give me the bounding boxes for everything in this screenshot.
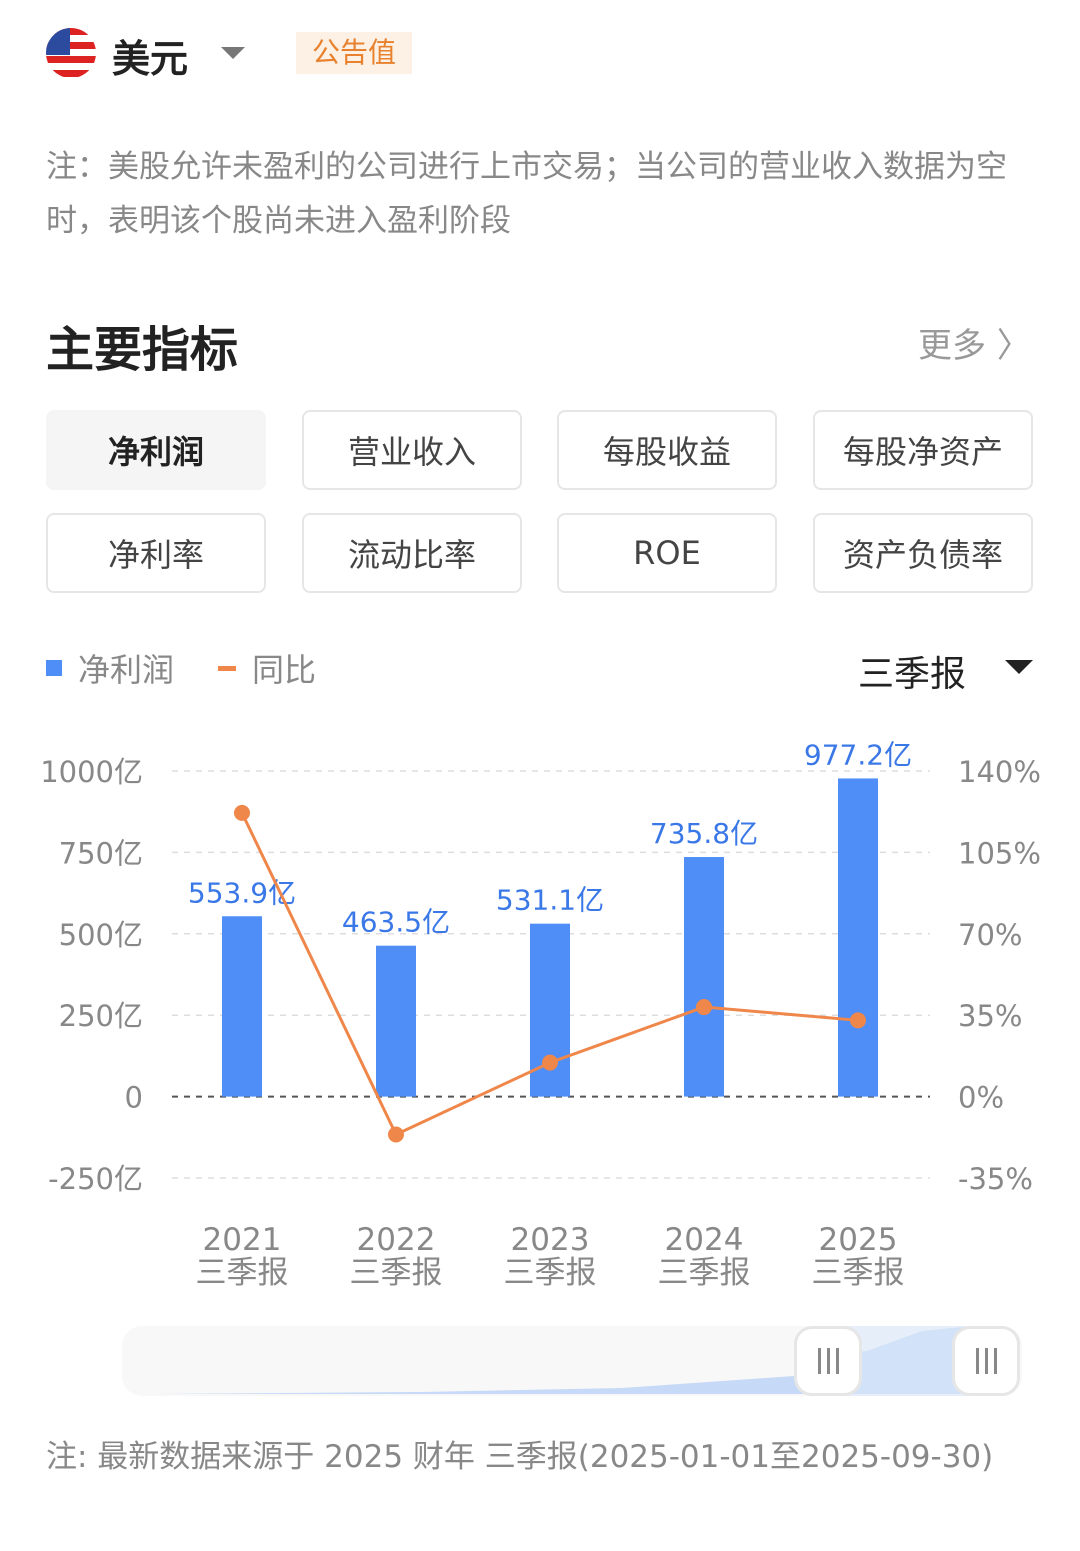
tab-7[interactable]: 资产负债率	[813, 513, 1033, 593]
period-select[interactable]: 三季报	[858, 654, 967, 695]
bar-data-label: 531.1亿	[496, 884, 604, 917]
x-tick-year: 2021	[203, 1222, 282, 1258]
tab-3[interactable]: 每股净资产	[813, 410, 1033, 490]
legend-label: 净利润	[78, 651, 175, 689]
bar-data-label: 553.9亿	[188, 876, 296, 909]
note-top: 注：美股允许未盈利的公司进行上市交易；当公司的营业收入数据为空时，表明该个股尚未…	[46, 149, 1007, 239]
chart: 1000亿 140% 750亿 105% 500亿 70% 250亿 35% 0 0% -250亿 -…	[40, 738, 1041, 1291]
bar-data-label: 977.2亿	[804, 738, 912, 771]
left-axis-tick: 250亿	[59, 999, 143, 1033]
left-axis-tick: 1000亿	[40, 755, 143, 789]
bar	[376, 945, 416, 1097]
tab-6[interactable]: ROE	[557, 513, 777, 593]
right-axis-tick: -35%	[958, 1162, 1033, 1196]
right-axis-tick: 140%	[958, 755, 1041, 789]
yoy-point	[234, 804, 250, 821]
right-axis-tick: 105%	[958, 836, 1041, 870]
tab-4[interactable]: 净利率	[46, 513, 266, 593]
left-axis-tick: 750亿	[59, 836, 143, 870]
tab-5[interactable]: 流动比率	[302, 513, 522, 593]
caret-down-icon[interactable]	[1005, 660, 1033, 674]
right-axis-tick: 70%	[958, 918, 1022, 952]
x-tick-period: 三季报	[196, 1255, 289, 1291]
chevron-down-icon[interactable]	[221, 47, 245, 59]
us-flag-icon	[46, 28, 96, 78]
right-axis-tick: 35%	[958, 999, 1022, 1033]
left-axis-tick: 0	[125, 1081, 143, 1115]
tab-2[interactable]: 每股收益	[557, 410, 777, 490]
bar	[838, 778, 878, 1097]
slider-handle-end[interactable]	[952, 1326, 1020, 1396]
x-tick-period: 三季报	[658, 1255, 751, 1291]
yoy-point	[850, 1012, 866, 1029]
bar	[222, 916, 262, 1097]
x-tick-year: 2023	[511, 1222, 590, 1258]
currency-label[interactable]: 美元	[112, 37, 189, 81]
x-tick-period: 三季报	[504, 1255, 597, 1291]
yoy-point	[388, 1126, 404, 1143]
legend-net-profit: 净利润	[46, 645, 174, 691]
x-tick-period: 三季报	[812, 1255, 905, 1291]
x-tick-year: 2025	[819, 1222, 898, 1258]
yoy-point	[542, 1054, 558, 1071]
x-tick-year: 2022	[357, 1222, 436, 1258]
bar	[684, 857, 724, 1097]
note-bottom: 注: 最新数据来源于 2025 财年 三季报(2025-01-01至2025-0…	[46, 1439, 994, 1475]
tab-1[interactable]: 营业收入	[302, 410, 522, 490]
section-title: 主要指标	[46, 322, 239, 378]
bar-data-label: 735.8亿	[650, 817, 758, 850]
more-link[interactable]: 更多 〉	[918, 326, 1031, 366]
legend-label: 同比	[252, 651, 317, 689]
legend-yoy: 同比	[218, 645, 316, 691]
slider-handle-start[interactable]	[794, 1326, 862, 1396]
range-slider[interactable]	[122, 1326, 1022, 1396]
bar-data-label: 463.5亿	[342, 906, 450, 939]
x-tick-year: 2024	[665, 1222, 744, 1258]
x-tick-period: 三季报	[350, 1255, 443, 1291]
yoy-point	[696, 999, 712, 1016]
right-axis-tick: 0%	[958, 1081, 1004, 1115]
left-axis-tick: 500亿	[59, 918, 143, 952]
announced-value-badge: 公告值	[296, 32, 413, 74]
slider-preview-area	[152, 1326, 982, 1396]
left-axis-tick: -250亿	[48, 1162, 143, 1196]
tab-0[interactable]: 净利润	[46, 410, 266, 490]
